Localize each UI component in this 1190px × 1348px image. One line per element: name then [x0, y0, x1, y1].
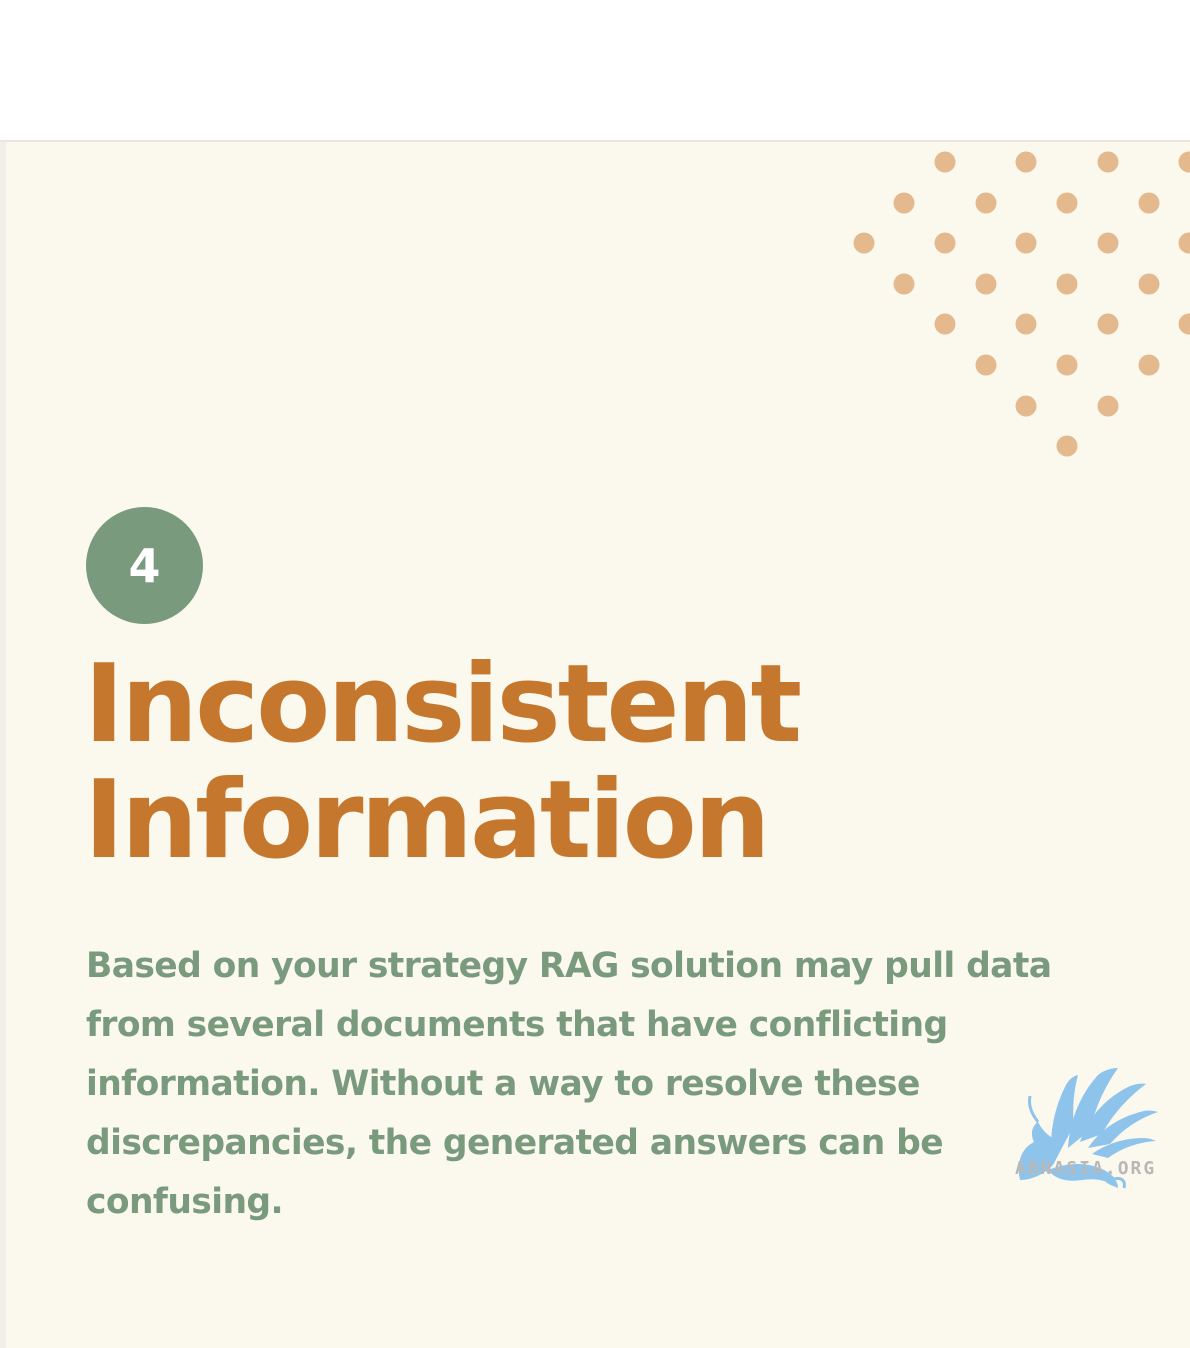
step-number-badge: 4 — [86, 507, 203, 624]
decorative-dot — [893, 192, 915, 214]
decorative-dot — [1097, 232, 1119, 254]
decorative-dot — [1056, 435, 1078, 457]
card-title: Inconsistent Information — [84, 642, 802, 883]
griffin-logo-icon — [1018, 1068, 1158, 1189]
decorative-dot — [975, 273, 997, 295]
decorative-dot — [1138, 192, 1160, 214]
decorative-dot — [934, 151, 956, 173]
decorative-dot — [1138, 273, 1160, 295]
decorative-dot — [1097, 313, 1119, 335]
decorative-dot — [1056, 273, 1078, 295]
decorative-dot — [893, 273, 915, 295]
decorative-dot — [1015, 151, 1037, 173]
card-title-line-2: Information — [84, 758, 771, 883]
decorative-dot — [1097, 151, 1119, 173]
decorative-dot — [934, 232, 956, 254]
decorative-dot — [1097, 395, 1119, 417]
decorative-dot — [853, 232, 875, 254]
card-title-line-1: Inconsistent — [84, 642, 802, 767]
card-left-edge — [0, 142, 6, 1348]
decorative-dot — [975, 192, 997, 214]
decorative-dot — [1056, 354, 1078, 376]
watermark-text: ABNASIA.ORG — [1015, 1158, 1157, 1179]
decorative-dot — [1015, 313, 1037, 335]
decorative-dot — [1056, 192, 1078, 214]
content-card: 4 Inconsistent Information Based on your… — [0, 140, 1190, 1348]
decorative-dot — [1178, 313, 1190, 335]
top-blank-area — [0, 0, 1190, 140]
decorative-dot — [1178, 151, 1190, 173]
card-body-text: Based on your strategy RAG solution may … — [86, 946, 1052, 1222]
step-number: 4 — [128, 538, 161, 593]
decorative-dot — [1015, 232, 1037, 254]
decorative-dot — [1178, 232, 1190, 254]
decorative-dot — [1015, 395, 1037, 417]
decorative-dot — [975, 354, 997, 376]
decorative-dot — [934, 313, 956, 335]
decorative-dot — [1138, 354, 1160, 376]
